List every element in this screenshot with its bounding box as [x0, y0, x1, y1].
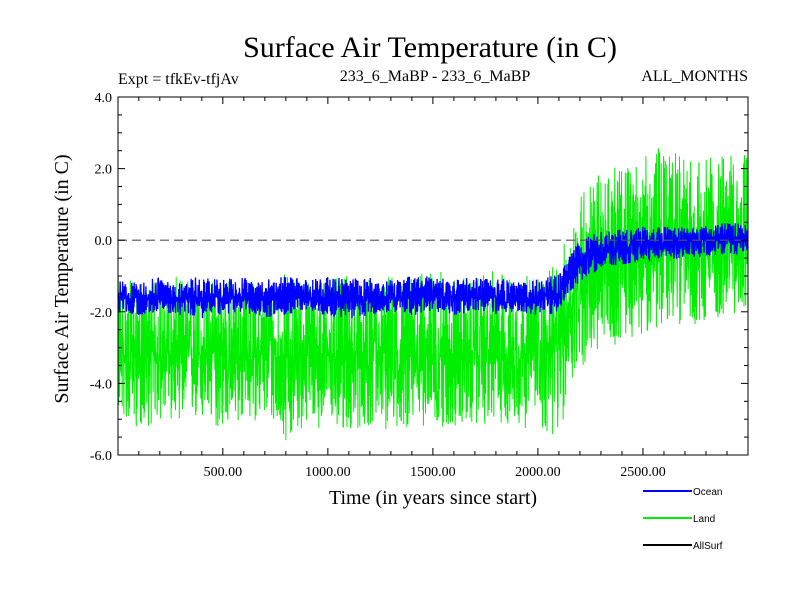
x-tick-label: 2000.00 [515, 465, 561, 480]
series-ocean [117, 223, 749, 319]
series-land [117, 148, 749, 441]
chart-subtitle-right: ALL_MONTHS [641, 68, 748, 85]
y-axis-label: Surface Air Temperature (in C) [51, 154, 73, 403]
legend-label: Ocean [693, 487, 722, 498]
legend-item-allsurf: AllSurf [643, 541, 723, 552]
x-tick-label: 1500.00 [410, 465, 456, 480]
chart-subtitle-left: Expt = tfkEv-tfjAv [118, 71, 239, 88]
y-tick-label: -6.0 [90, 449, 112, 464]
x-tick-label: 1000.00 [305, 465, 351, 480]
legend: Ocean Land AllSurf [643, 487, 723, 552]
y-tick-label: -2.0 [90, 306, 112, 321]
axis-ticks: 500.00 1000.00 1500.00 2000.00 2500.00 4.0 2.0… [90, 91, 748, 480]
legend-label: Land [693, 514, 715, 525]
chart-title: Surface Air Temperature (in C) [243, 31, 617, 64]
y-tick-label: 4.0 [95, 91, 113, 106]
series-layer [117, 148, 749, 441]
chart-subtitle-center: 233_6_MaBP - 233_6_MaBP [340, 68, 531, 85]
y-tick-label: 2.0 [95, 163, 113, 178]
series-line-land [117, 148, 749, 441]
y-tick-label: 0.0 [95, 234, 113, 249]
series-line-ocean [117, 223, 749, 319]
legend-item-land: Land [643, 514, 715, 525]
x-tick-label: 500.00 [204, 465, 243, 480]
y-tick-label: -4.0 [90, 377, 112, 392]
legend-item-ocean: Ocean [643, 487, 722, 498]
x-tick-label: 2500.00 [620, 465, 666, 480]
x-axis-label: Time (in years since start) [329, 487, 537, 509]
legend-label: AllSurf [693, 541, 723, 552]
